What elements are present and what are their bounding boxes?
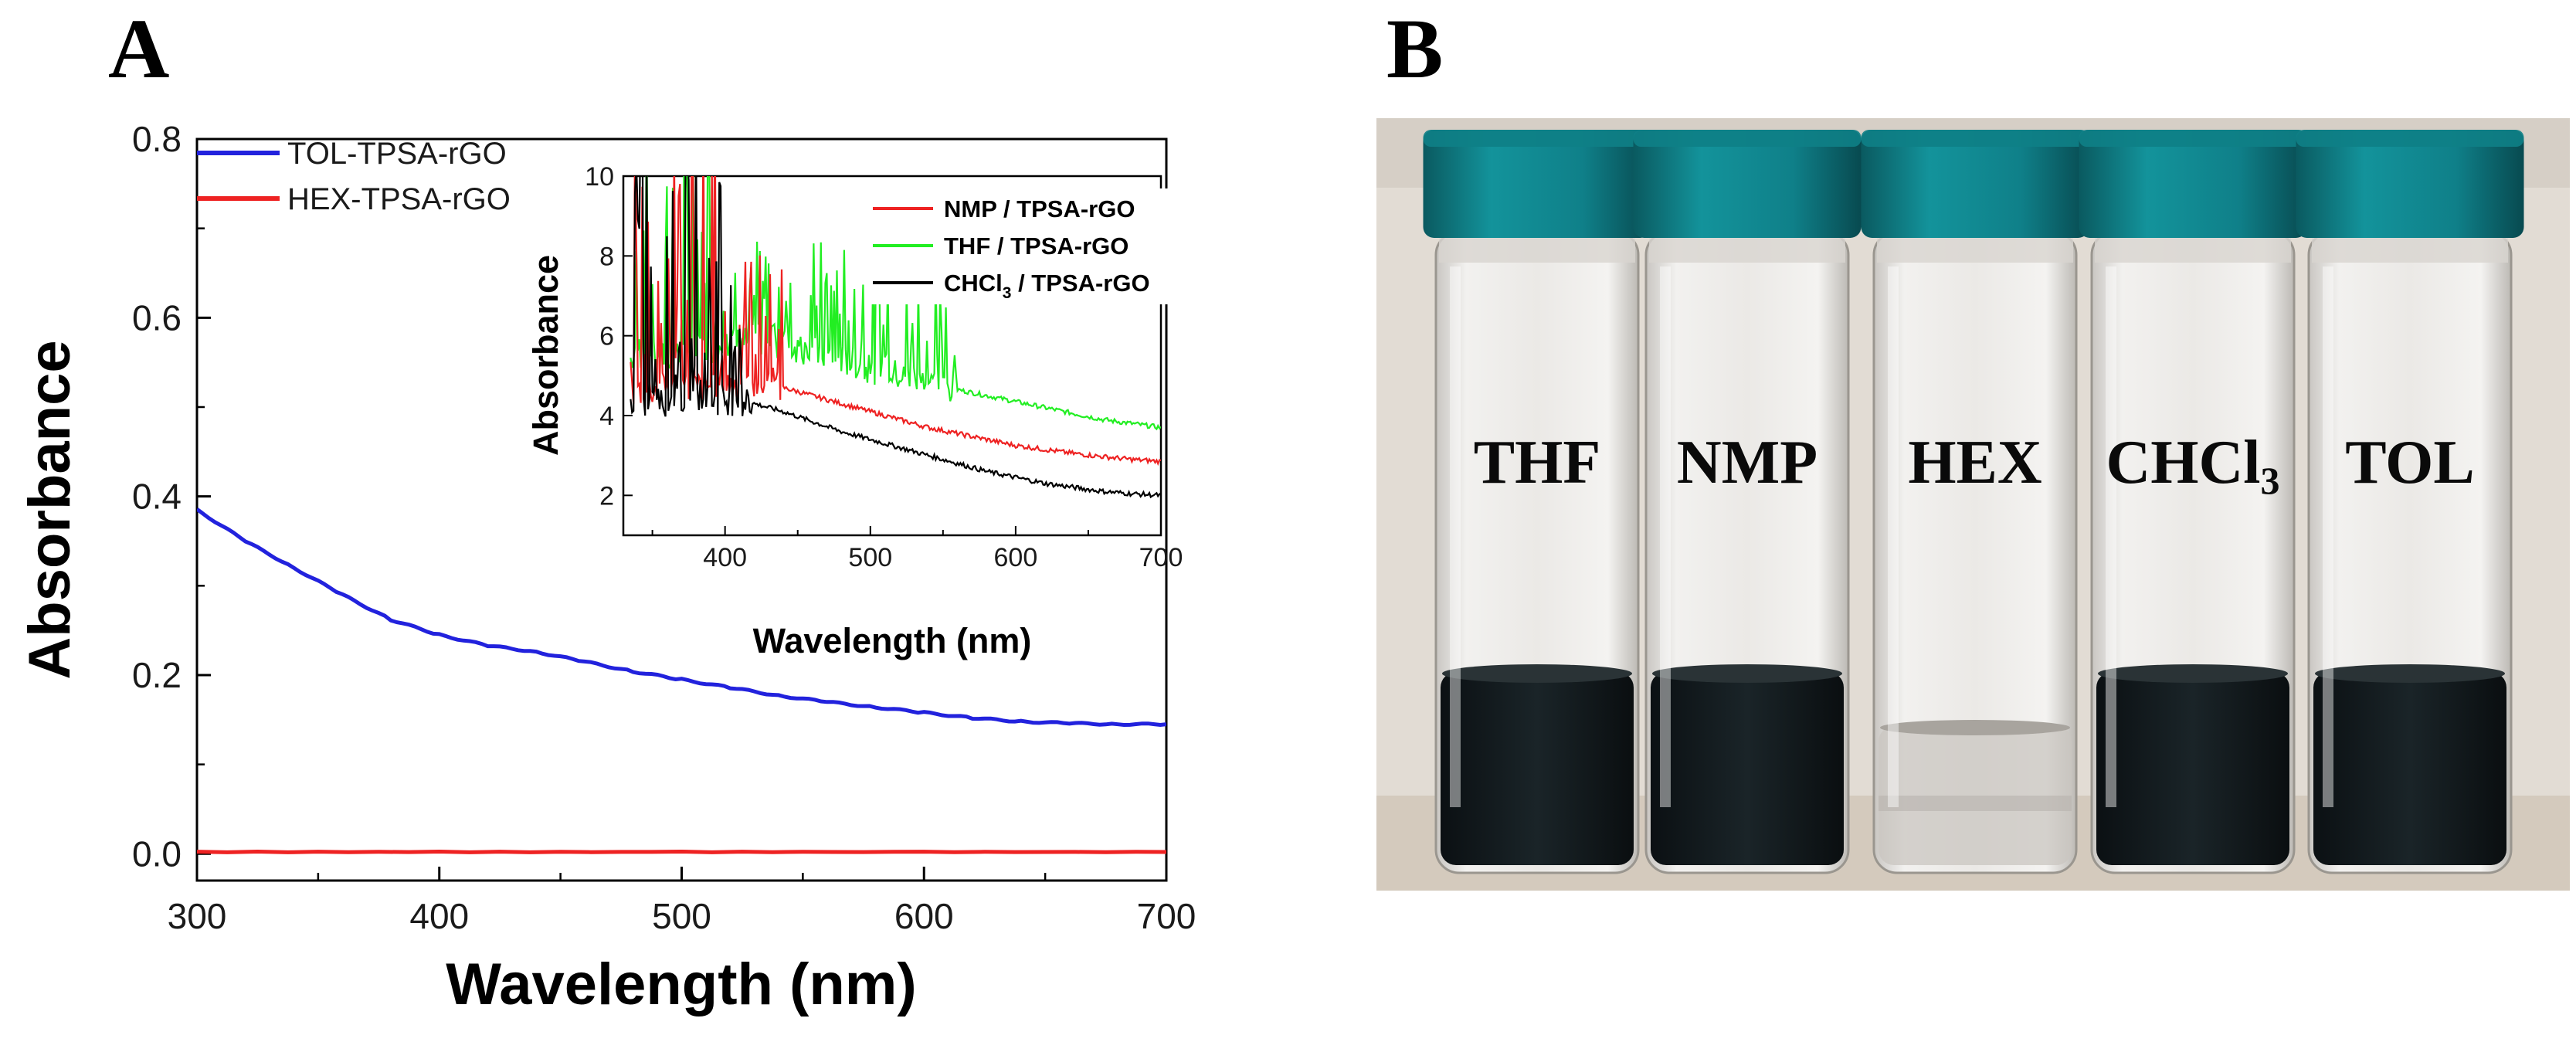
main-y-axis-label: Absorbance [17, 340, 83, 679]
inset-x-tick-label: 400 [703, 543, 747, 572]
series-line-hex-tpsa-rgo [197, 849, 1166, 854]
main-x-tick-label: 400 [409, 896, 469, 936]
inset-legend-label-thf: THF / TPSA-rGO [944, 232, 1128, 260]
inset-legend-label-nmp: NMP / TPSA-rGO [944, 195, 1135, 222]
inset-y-tick-label: 4 [599, 402, 614, 431]
vial-sediment [1879, 796, 2072, 811]
vial-2: NMP [1633, 130, 1862, 874]
vial-meniscus [1652, 664, 1842, 683]
vial-cap-top [1861, 130, 2089, 147]
vial-1: THF [1423, 130, 1651, 874]
main-series [197, 507, 1166, 854]
inset-x-tick-label: 600 [994, 543, 1038, 572]
vial-dispersion [1651, 672, 1844, 865]
inset-y-tick-label: 6 [599, 322, 614, 351]
vial-meniscus [1442, 664, 1632, 683]
main-x-axis-label: Wavelength (nm) [446, 952, 916, 1017]
vial-label: THF [1474, 429, 1600, 497]
main-y-tick-label: 0.6 [132, 297, 182, 338]
vial-highlight [1660, 266, 1671, 807]
main-x-tick-label: 600 [894, 896, 954, 936]
main-x-tick-label: 700 [1137, 896, 1196, 936]
inset-series-line [630, 176, 1161, 499]
vial-label: CHCl3 [2106, 429, 2280, 502]
vial-cap-top [2296, 130, 2524, 147]
inset-legend: NMP / TPSA-rGO THF / TPSA-rGO CHCl3 / TP… [869, 188, 1205, 304]
main-y-tick-label: 0.4 [132, 477, 182, 517]
vial-meniscus [2098, 664, 2288, 683]
vial-highlight [2323, 266, 2333, 807]
vial-cap-top [1423, 130, 1651, 147]
inset-y-tick-label: 8 [599, 242, 614, 271]
vial-highlight [1888, 266, 1899, 807]
inset-series-line [630, 176, 1161, 467]
vial-cap [1861, 130, 2089, 238]
vial-highlight [2106, 266, 2116, 807]
vial-meniscus [1880, 720, 2070, 735]
inset-y-axis-label: Absorbance [526, 255, 565, 456]
inset-legend-label-chcl3: CHCl3 / TPSA-rGO [944, 270, 1150, 302]
vial-cap [2079, 130, 2307, 238]
vial-cap [1633, 130, 1862, 238]
panel-b-label: B [1386, 2, 1443, 96]
vial-label: TOL [2345, 429, 2475, 497]
vial-cap [2296, 130, 2524, 238]
main-x-tick-label: 300 [168, 896, 227, 936]
inset-series [630, 176, 1161, 499]
main-chart: 300 400 500 600 700 0.0 0.2 0.4 0.6 0.8 Wavelengt… [17, 119, 1196, 1017]
vial-dispersion [2313, 672, 2506, 865]
main-x-tick-label: 500 [652, 896, 711, 936]
vial-3: HEX [1861, 130, 2089, 874]
inset-y-tick-label: 10 [585, 162, 614, 192]
inset-x-tick-label: 500 [848, 543, 892, 572]
main-y-tick-label: 0.8 [132, 119, 182, 159]
main-ticks: 300 400 500 600 700 0.0 0.2 0.4 0.6 0.8 [132, 119, 1196, 936]
vial-meniscus [2315, 664, 2505, 683]
panel-a-label: A [108, 2, 169, 96]
main-y-tick-label: 0.0 [132, 833, 182, 874]
vial-4: CHCl3 [2079, 130, 2307, 874]
vial-cap-top [2079, 130, 2307, 147]
legend-label-hex: HEX-TPSA-rGO [287, 182, 511, 216]
vial-cap [1423, 130, 1651, 238]
inset-y-tick-label: 2 [599, 481, 614, 511]
vial-label: HEX [1908, 429, 2041, 497]
inset-x-tick-label: 700 [1139, 543, 1183, 572]
vial-dispersion [1441, 672, 1634, 865]
vial-5: TOL [2296, 130, 2524, 874]
inset-ticks: 400 500 600 700 2 4 6 8 10 [585, 162, 1183, 572]
vial-dispersion [2096, 672, 2289, 865]
vial-label: NMP [1677, 429, 1817, 497]
main-y-tick-label: 0.2 [132, 655, 182, 695]
inset-chart: 400 500 600 700 2 4 6 8 10 Wavelength (nm) Absor… [526, 162, 1205, 660]
vial-cap-top [1633, 130, 1862, 147]
inset-x-axis-label: Wavelength (nm) [753, 621, 1032, 660]
series-line-tol-tpsa-rgo [197, 507, 1166, 728]
legend-label-tol: TOL-TPSA-rGO [287, 137, 507, 171]
vials: THF NMP HEX CHCl3 TOL [1423, 130, 2524, 874]
vials-photo: THF NMP HEX CHCl3 TOL [1376, 118, 2570, 891]
vial-highlight [1450, 266, 1461, 807]
main-legend: TOL-TPSA-rGO HEX-TPSA-rGO [197, 137, 511, 216]
